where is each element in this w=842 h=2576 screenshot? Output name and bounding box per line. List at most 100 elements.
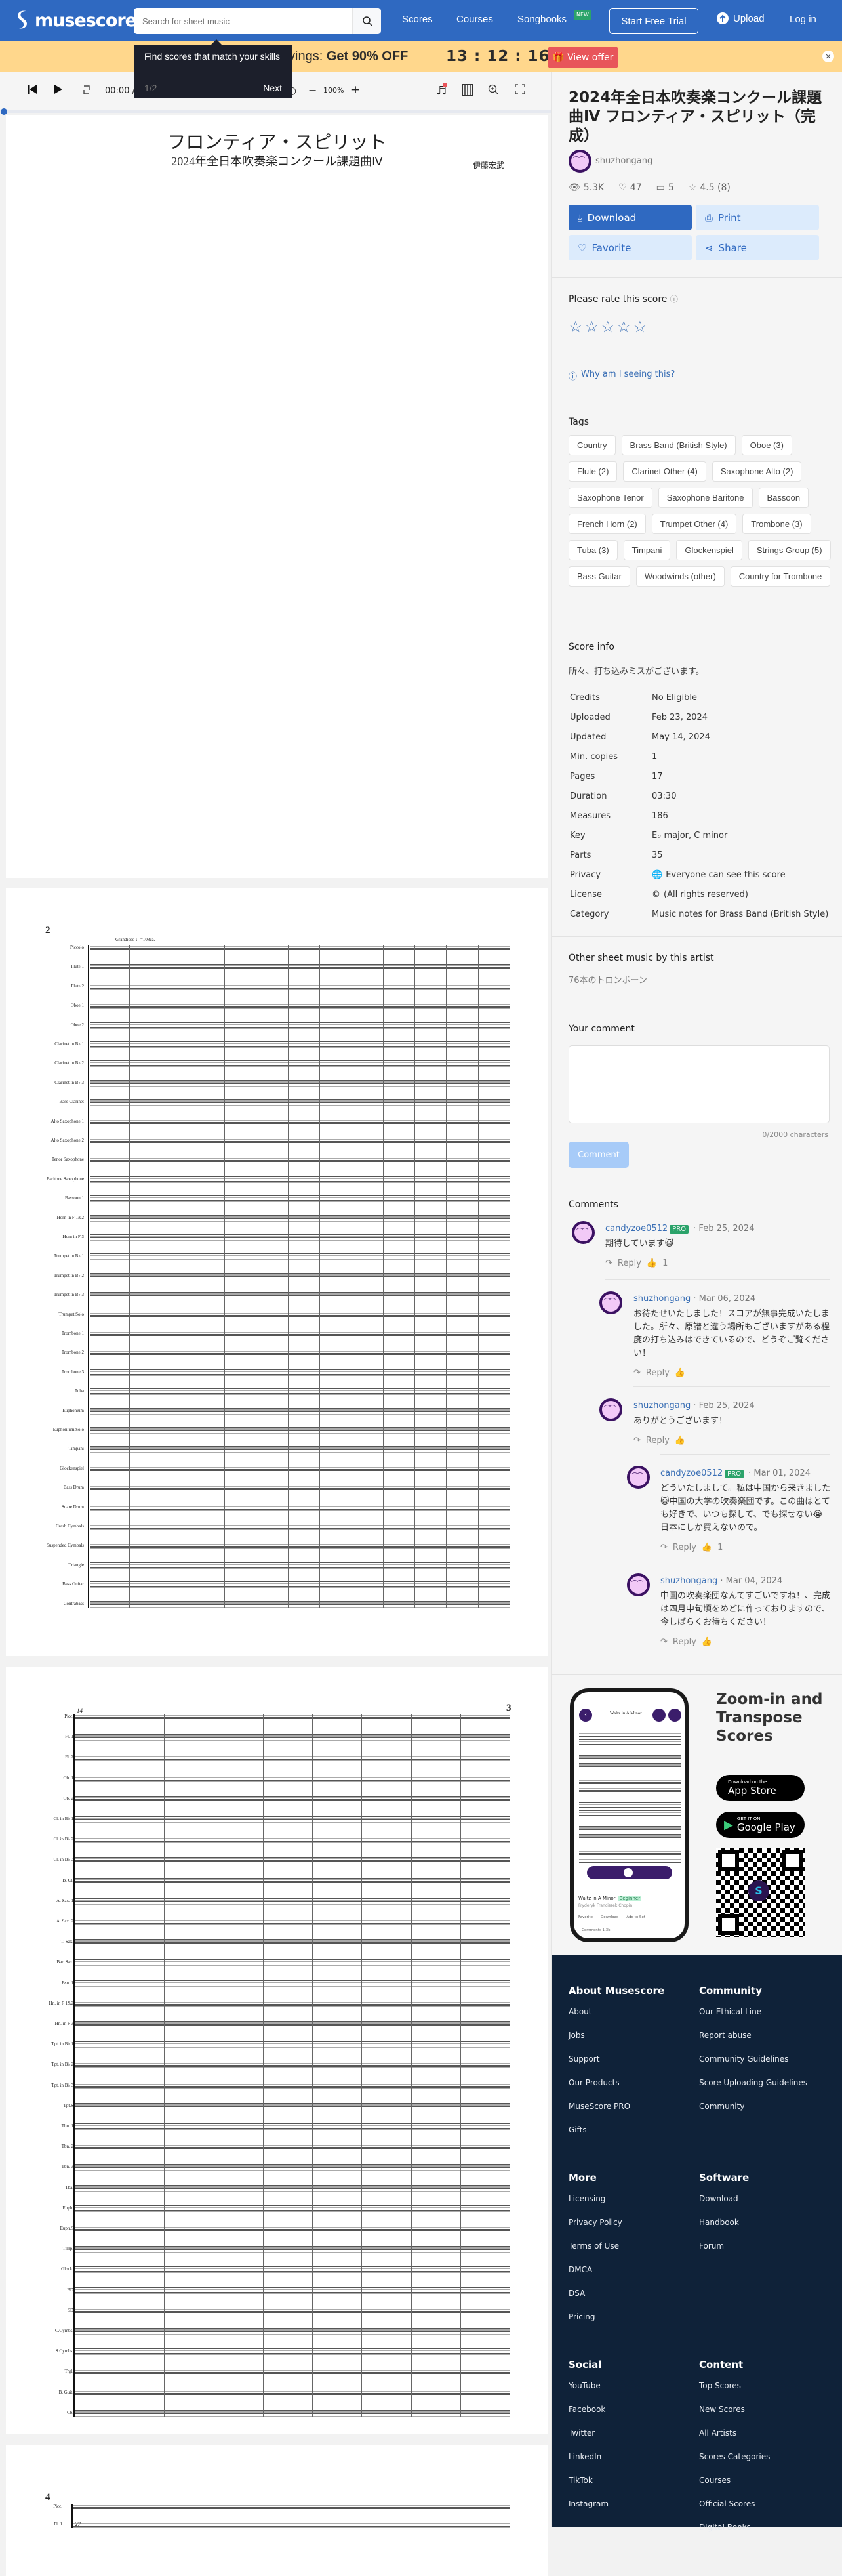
comment-author[interactable]: shuzhongang: [633, 1294, 691, 1304]
login-link[interactable]: Log in: [790, 14, 816, 25]
footer-link[interactable]: Community Guidelines: [699, 2054, 789, 2064]
footer-link[interactable]: Courses: [699, 2476, 731, 2485]
footer-link[interactable]: MuseScore PRO: [569, 2102, 631, 2111]
playback-scrubber[interactable]: [1, 108, 7, 115]
comment-textarea[interactable]: [569, 1045, 830, 1123]
footer-link[interactable]: Download: [699, 2194, 738, 2203]
tag-chip[interactable]: Glockenspiel: [676, 540, 742, 560]
reply-button[interactable]: Reply: [645, 1368, 670, 1378]
comment-author[interactable]: candyzoe0512: [660, 1468, 723, 1478]
rating-star-icon[interactable]: ☆: [569, 318, 585, 336]
tag-chip[interactable]: Saxophone Alto (2): [712, 461, 802, 482]
tooltip-next-button[interactable]: Next: [263, 83, 282, 93]
tag-chip[interactable]: Saxophone Baritone: [658, 488, 753, 508]
start-free-trial-button[interactable]: Start Free Trial: [609, 8, 698, 34]
reply-button[interactable]: Reply: [672, 1637, 696, 1647]
print-button[interactable]: ⎙ Print: [696, 205, 819, 230]
close-banner-button[interactable]: ✕: [822, 51, 834, 62]
zoom-button[interactable]: [488, 84, 499, 95]
rating-stars[interactable]: ☆☆☆☆☆: [569, 318, 649, 336]
comment-author[interactable]: shuzhongang: [660, 1576, 718, 1586]
footer-link[interactable]: Forum: [699, 2241, 725, 2251]
footer-link[interactable]: DMCA: [569, 2265, 593, 2274]
footer-link[interactable]: Handbook: [699, 2218, 739, 2227]
skip-back-button[interactable]: [28, 84, 37, 94]
comment-author[interactable]: candyzoe0512: [605, 1224, 668, 1234]
footer-link[interactable]: LinkedIn: [569, 2452, 602, 2461]
author-name[interactable]: shuzhongang: [595, 156, 653, 166]
footer-link[interactable]: Twitter: [569, 2428, 595, 2438]
mixer-button[interactable]: ♬: [436, 83, 447, 98]
tag-chip[interactable]: Saxophone Tenor: [569, 488, 652, 508]
tag-chip[interactable]: Oboe (3): [741, 435, 792, 455]
reply-icon[interactable]: ↷: [633, 1368, 641, 1378]
tag-chip[interactable]: Flute (2): [569, 461, 618, 482]
tag-chip[interactable]: Timpani: [623, 540, 671, 560]
tag-chip[interactable]: Woodwinds (other): [635, 566, 725, 587]
thumbs-up-icon[interactable]: 👍: [674, 1368, 686, 1378]
share-button[interactable]: ⋖ Share: [696, 235, 819, 260]
play-button[interactable]: [54, 84, 63, 94]
thumbs-up-icon[interactable]: 👍: [646, 1258, 658, 1268]
playback-progress-bar[interactable]: [0, 110, 551, 113]
why-seeing-this-link[interactable]: ⓘ Why am I seeing this?: [569, 369, 675, 382]
tag-chip[interactable]: Brass Band (British Style): [621, 435, 736, 455]
nav-songbooks[interactable]: Songbooks: [517, 14, 567, 25]
footer-link[interactable]: Jobs: [569, 2031, 585, 2040]
commenter-avatar[interactable]: [572, 1221, 595, 1244]
footer-link[interactable]: Gifts: [569, 2125, 587, 2134]
comment-submit-button[interactable]: Comment: [569, 1142, 629, 1168]
app-store-badge[interactable]: Download on the App Store: [716, 1775, 805, 1801]
footer-link[interactable]: Licensing: [569, 2194, 606, 2203]
rating-star-icon[interactable]: ☆: [616, 318, 633, 336]
reply-button[interactable]: Reply: [617, 1258, 641, 1268]
tag-chip[interactable]: French Horn (2): [569, 514, 646, 534]
reply-icon[interactable]: ↷: [660, 1637, 668, 1647]
commenter-avatar[interactable]: [599, 1291, 622, 1314]
thumbs-up-icon[interactable]: 👍: [674, 1436, 686, 1445]
musescore-logo[interactable]: musescore: [16, 9, 137, 32]
commenter-avatar[interactable]: [627, 1573, 650, 1596]
piano-keyboard-button[interactable]: [462, 84, 473, 96]
help-icon[interactable]: ⓘ: [670, 295, 678, 304]
google-play-badge[interactable]: ▶ GET IT ON Google Play: [716, 1812, 805, 1838]
footer-link[interactable]: Official Scores: [699, 2499, 755, 2508]
footer-link[interactable]: YouTube: [569, 2381, 601, 2390]
reply-icon[interactable]: ↷: [633, 1436, 641, 1445]
author-avatar[interactable]: [569, 150, 591, 173]
nav-scores[interactable]: Scores: [402, 14, 433, 25]
footer-link[interactable]: Top Scores: [699, 2381, 741, 2390]
footer-link[interactable]: Our Ethical Line: [699, 2007, 762, 2016]
footer-link[interactable]: TikTok: [569, 2476, 593, 2485]
rating-star-icon[interactable]: ☆: [633, 318, 649, 336]
reply-icon[interactable]: ↷: [660, 1543, 668, 1552]
tag-chip[interactable]: Strings Group (5): [748, 540, 831, 560]
view-offer-button[interactable]: 🎁 View offer: [548, 47, 618, 68]
other-score-link[interactable]: 76本のトロンボーン: [569, 976, 647, 986]
tag-chip[interactable]: Bassoon: [758, 488, 809, 508]
rating-star-icon[interactable]: ☆: [584, 318, 601, 336]
search-bar[interactable]: [134, 8, 381, 34]
download-button[interactable]: ⤓ Download: [569, 205, 692, 230]
commenter-avatar[interactable]: [599, 1398, 622, 1421]
commenter-avatar[interactable]: [627, 1466, 650, 1489]
favorite-button[interactable]: ♡ Favorite: [569, 235, 692, 260]
footer-link[interactable]: Facebook: [569, 2405, 606, 2414]
tag-chip[interactable]: Trombone (3): [742, 514, 811, 534]
search-input[interactable]: [134, 8, 352, 34]
search-button[interactable]: [352, 8, 381, 34]
zoom-out-button[interactable]: −: [308, 84, 317, 96]
zoom-in-button[interactable]: +: [351, 83, 361, 96]
reply-icon[interactable]: ↷: [605, 1258, 612, 1268]
footer-link[interactable]: Scores Categories: [699, 2452, 771, 2461]
tag-chip[interactable]: Tuba (3): [569, 540, 618, 560]
footer-link[interactable]: Community: [699, 2102, 745, 2111]
tag-chip[interactable]: Country: [569, 435, 616, 455]
footer-link[interactable]: Digital Books: [699, 2523, 751, 2532]
footer-link[interactable]: Terms of Use: [569, 2241, 619, 2251]
tag-chip[interactable]: Country for Trombone: [730, 566, 831, 587]
footer-link[interactable]: Report abuse: [699, 2031, 752, 2040]
footer-link[interactable]: Score Uploading Guidelines: [699, 2078, 807, 2087]
footer-link[interactable]: All Artists: [699, 2428, 737, 2438]
tag-chip[interactable]: Clarinet Other (4): [623, 461, 706, 482]
